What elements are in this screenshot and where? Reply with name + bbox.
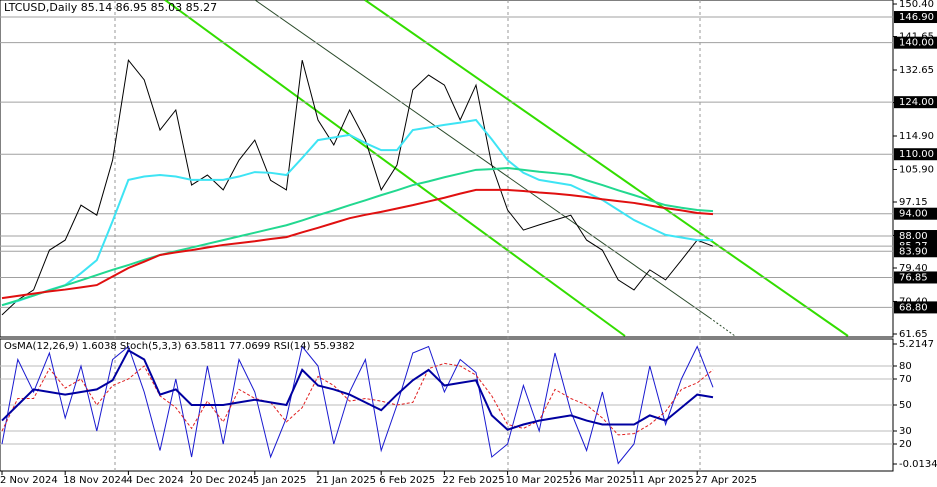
x-tick-label: 22 Feb 2025 — [442, 475, 504, 486]
level-label: 146.90 — [899, 12, 934, 23]
y-tick-label: 50 — [899, 400, 912, 411]
series-line — [1, 188, 714, 300]
y-tick-label: 20 — [899, 439, 912, 450]
level-label: 88.00 — [899, 231, 928, 242]
y2-tick-label: -0.0134 — [899, 459, 937, 470]
y-tick-label: 30 — [899, 426, 912, 437]
trend-line — [254, 0, 711, 319]
y-tick-label: 61.65 — [899, 329, 928, 340]
level-box — [894, 230, 937, 243]
x-tick-label: 21 Jan 2025 — [316, 475, 376, 486]
level-box — [894, 207, 937, 220]
level-label: 94.00 — [899, 209, 928, 220]
x-tick-label: 18 Nov 2024 — [63, 475, 127, 486]
series-line — [1, 349, 714, 431]
trend-line — [709, 317, 736, 337]
level-box — [894, 36, 937, 49]
y2-tick-label: 5.2147 — [899, 339, 934, 350]
level-box — [894, 301, 937, 314]
main-panel — [0, 0, 894, 338]
indicator-title: OsMA(12,26,9) 1.6038 Stoch(5,3,3) 63.581… — [4, 341, 355, 352]
level-label: 110.00 — [899, 149, 934, 160]
x-tick-label: 4 Dec 2024 — [126, 475, 184, 486]
series-line — [1, 345, 714, 465]
series-line — [1, 118, 713, 307]
level-box — [894, 271, 937, 284]
x-tick-label: 20 Dec 2024 — [190, 475, 254, 486]
y-tick-label: 70 — [899, 374, 912, 385]
y-tick-label: 79.40 — [899, 263, 928, 274]
x-tick-label: 2 Nov 2024 — [0, 475, 58, 486]
series-line — [1, 362, 714, 436]
y-tick-label: 132.65 — [899, 65, 934, 76]
level-box — [894, 245, 937, 258]
y-tick-label: 114.90 — [899, 131, 934, 142]
y-tick-label: 150.40 — [899, 0, 934, 10]
level-label: 76.85 — [899, 272, 928, 283]
level-label: 124.00 — [899, 97, 934, 108]
x-tick-label: 27 Apr 2025 — [695, 475, 757, 486]
level-box — [894, 11, 937, 24]
x-tick-label: 10 Mar 2025 — [506, 475, 569, 486]
y-tick-label: 97.15 — [899, 197, 928, 208]
series-line — [1, 166, 714, 307]
series-line — [1, 58, 714, 316]
level-label: 140.00 — [899, 38, 934, 49]
x-tick-label: 26 Mar 2025 — [569, 475, 632, 486]
channel-line — [364, 0, 849, 337]
y-tick-label: 80 — [899, 361, 912, 372]
x-tick-label: 5 Jan 2025 — [253, 475, 307, 486]
level-box — [894, 148, 937, 161]
x-tick-label: 11 Apr 2025 — [632, 475, 694, 486]
chart-title: LTCUSD,Daily 85.14 86.95 85.03 85.27 — [4, 1, 217, 14]
level-box — [894, 96, 937, 109]
level-label: 83.90 — [899, 246, 928, 257]
level-label: 68.80 — [899, 302, 928, 313]
y-tick-label: 105.90 — [899, 164, 934, 175]
x-tick-label: 6 Feb 2025 — [379, 475, 435, 486]
